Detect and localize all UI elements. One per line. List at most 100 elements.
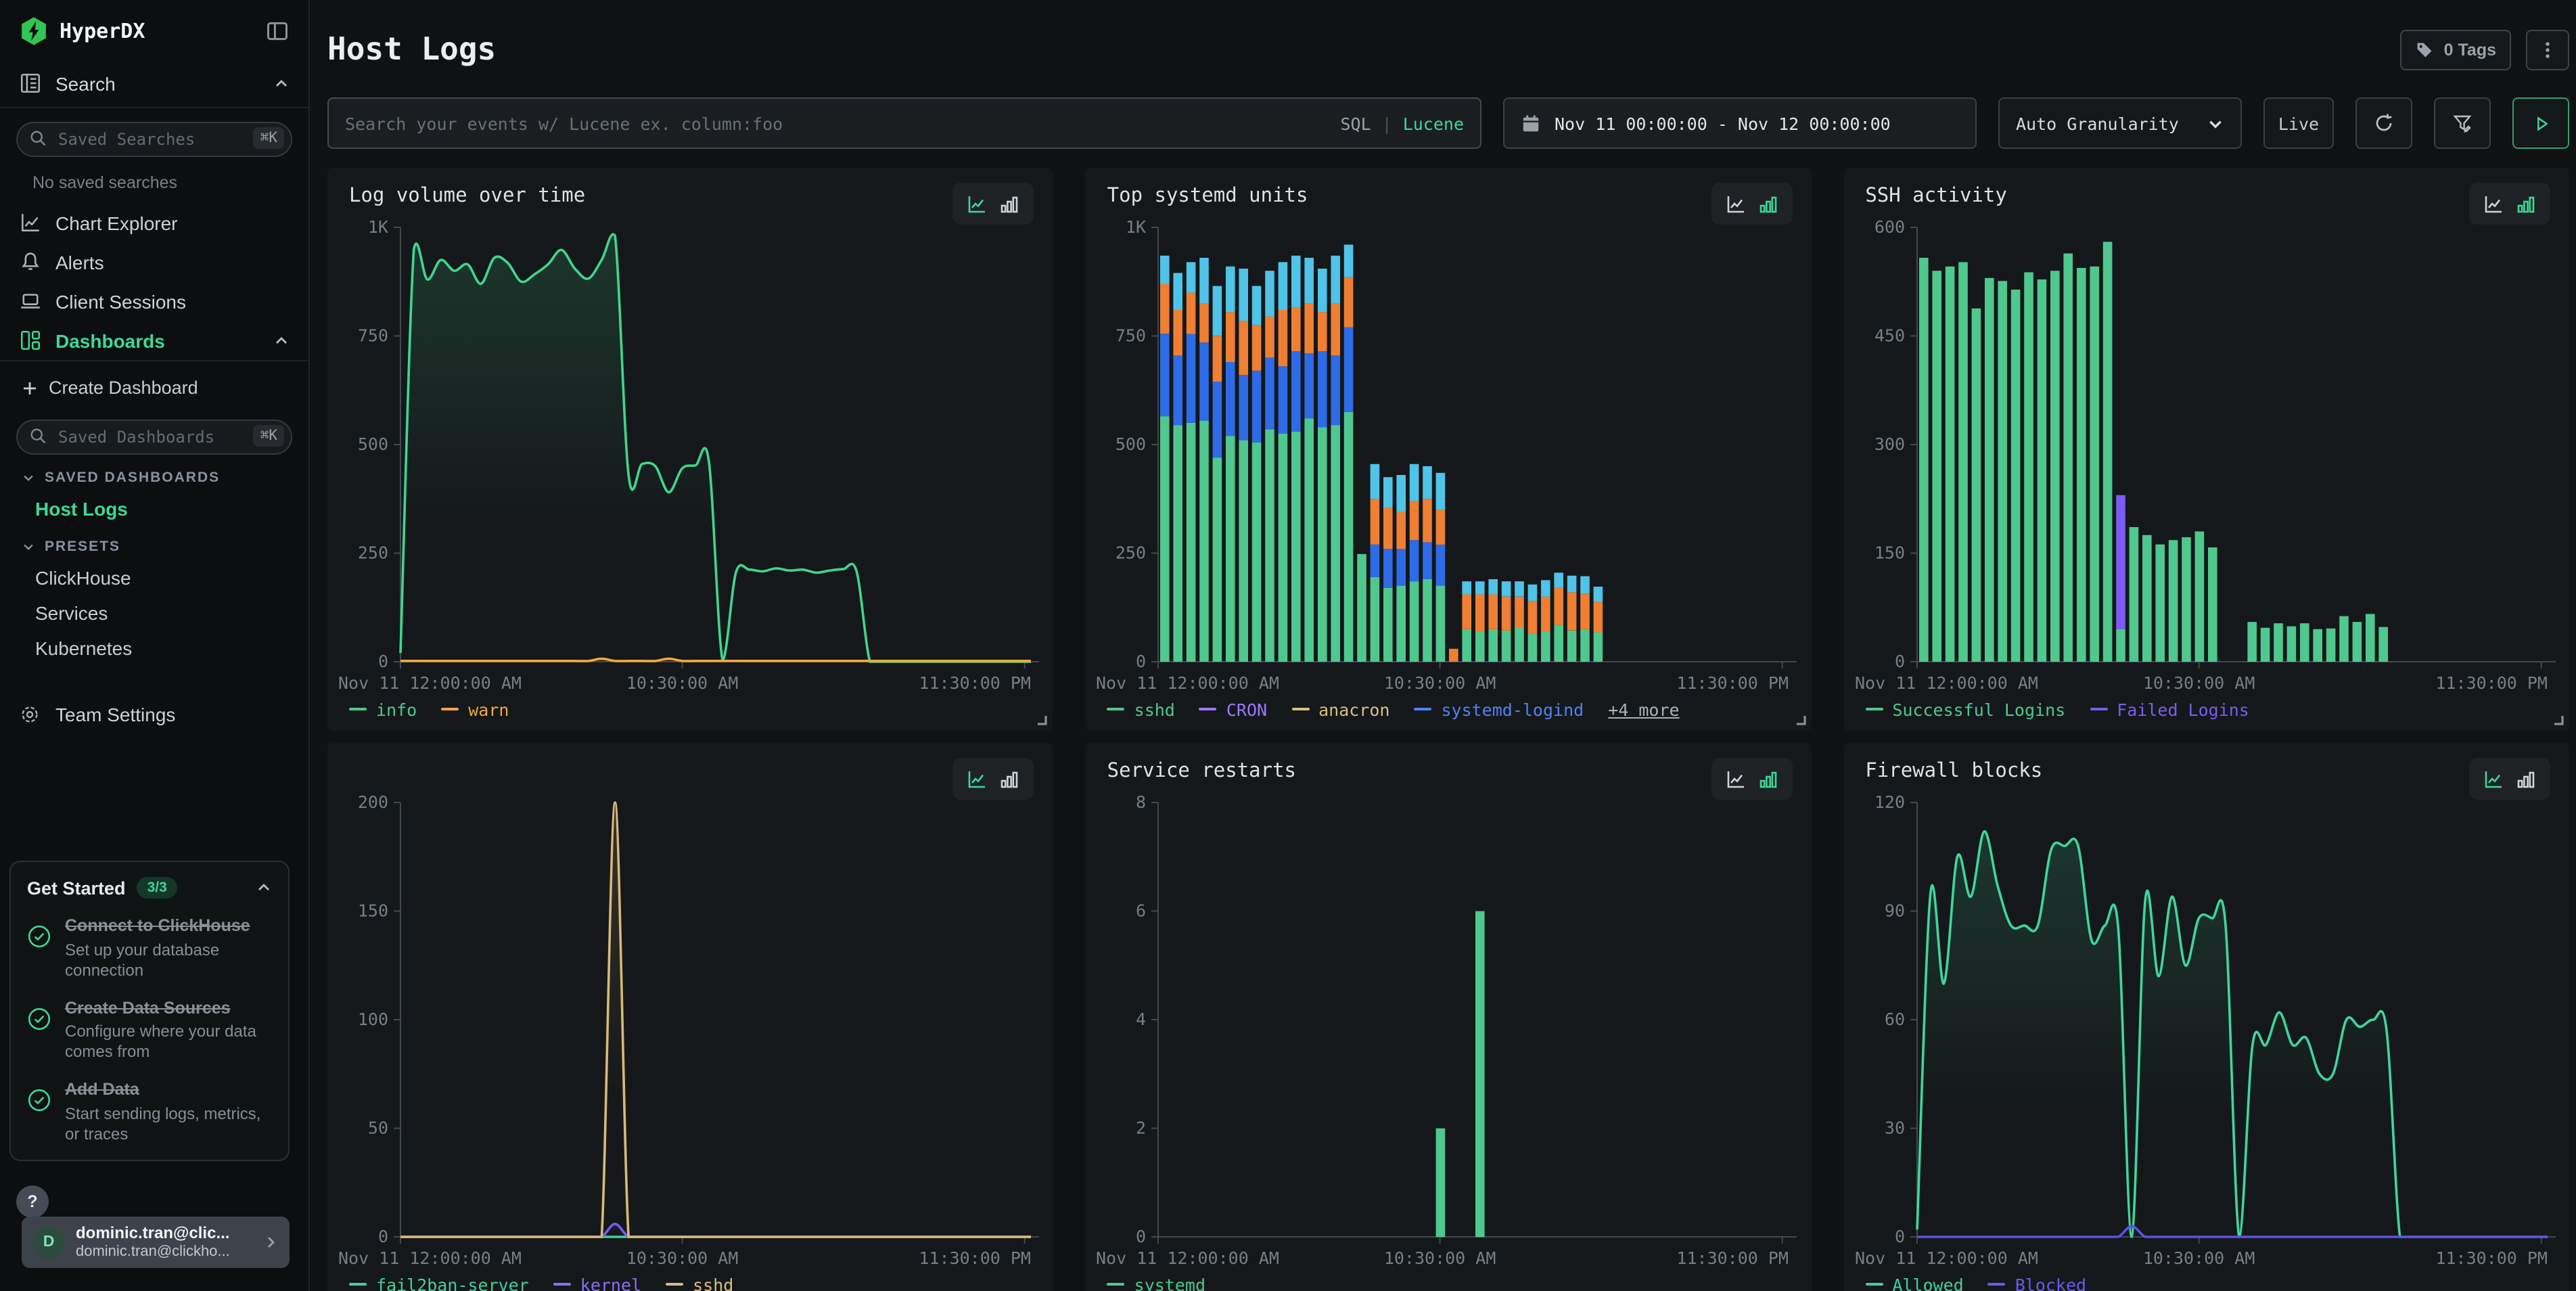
legend-item[interactable]: anacron <box>1291 699 1389 719</box>
filter-button[interactable] <box>2434 97 2491 149</box>
user-profile[interactable]: D dominic.tran@clic... dominic.tran@clic… <box>22 1217 290 1268</box>
svg-text:10:30:00 AM: 10:30:00 AM <box>1384 673 1496 693</box>
tags-button[interactable]: 0 Tags <box>2401 30 2511 70</box>
chart-plot[interactable]: 02505007501KNov 11 12:00:00 AM10:30:00 A… <box>338 214 1042 700</box>
legend-item[interactable]: Blocked <box>1988 1274 2086 1291</box>
svg-text:150: 150 <box>1874 543 1904 563</box>
legend-swatch <box>2090 708 2107 710</box>
sidebar-item-chart-explorer[interactable]: Chart Explorer <box>0 203 308 242</box>
collapse-sidebar-icon[interactable] <box>265 19 290 43</box>
get-started-progress-badge: 3/3 <box>137 877 178 899</box>
step-desc: Configure where your data comes from <box>65 1022 272 1063</box>
bar-chart-toggle-icon[interactable] <box>996 190 1024 217</box>
resize-handle-icon[interactable] <box>2552 713 2564 725</box>
sql-mode-button[interactable]: SQL <box>1340 113 1371 133</box>
legend-item[interactable]: sshd <box>1107 699 1175 719</box>
check-circle-icon <box>27 1089 51 1113</box>
legend-label: info <box>376 699 417 719</box>
create-dashboard-button[interactable]: Create Dashboard <box>0 369 308 406</box>
sidebar-item-dashboards[interactable]: Dashboards <box>0 321 308 360</box>
chevron-up-icon[interactable] <box>273 75 290 91</box>
bar-chart-toggle-icon[interactable] <box>1754 765 1781 792</box>
app-title: HyperDX <box>60 19 254 43</box>
lucene-mode-button[interactable]: Lucene <box>1403 113 1464 133</box>
dashboard-link-host-logs[interactable]: Host Logs <box>0 491 308 526</box>
sidebar-item-label: Search <box>55 72 116 94</box>
legend-more-link[interactable]: +4 more <box>1608 699 1679 719</box>
saved-searches-input[interactable] <box>16 122 292 157</box>
legend-swatch <box>1865 708 1883 710</box>
legend-item[interactable]: systemd-logind <box>1414 699 1584 719</box>
svg-text:250: 250 <box>358 543 388 563</box>
legend-item[interactable]: CRON <box>1199 699 1267 719</box>
run-query-button[interactable] <box>2512 97 2569 149</box>
line-chart-toggle-icon[interactable] <box>2480 765 2507 792</box>
get-started-step[interactable]: Connect to ClickHouse Set up your databa… <box>27 916 272 980</box>
group-saved-dashboards[interactable]: SAVED DASHBOARDS <box>0 457 308 491</box>
legend-label: fail2ban-server <box>376 1274 529 1291</box>
legend-item[interactable]: Allowed <box>1865 1274 1963 1291</box>
legend-item[interactable]: kernel <box>553 1274 641 1291</box>
legend-label: sshd <box>1134 699 1175 719</box>
sidebar-item-search[interactable]: Search <box>0 60 308 107</box>
granularity-select[interactable]: Auto Granularity <box>1998 97 2242 149</box>
chevron-up-icon[interactable] <box>273 332 290 348</box>
refresh-button[interactable] <box>2355 97 2412 149</box>
get-started-title: Get Started <box>27 878 126 898</box>
line-chart-toggle-icon[interactable] <box>2480 190 2507 217</box>
divider <box>0 360 308 361</box>
get-started-step[interactable]: Add Data Start sending logs, metrics, or… <box>27 1081 272 1145</box>
date-range-picker[interactable]: Nov 11 00:00:00 - Nov 12 00:00:00 <box>1503 97 1977 149</box>
svg-text:750: 750 <box>1116 326 1147 346</box>
line-chart-toggle-icon[interactable] <box>964 190 991 217</box>
chart-plot[interactable]: 02505007501KNov 11 12:00:00 AM10:30:00 A… <box>1097 214 1801 700</box>
line-chart-toggle-icon[interactable] <box>1722 765 1749 792</box>
chart-legend: info warn <box>349 696 509 723</box>
sidebar-item-alerts[interactable]: Alerts <box>0 242 308 281</box>
legend-item[interactable]: Failed Logins <box>2090 699 2249 719</box>
chart-plot[interactable]: 0150300450600Nov 11 12:00:00 AM10:30:00 … <box>1854 214 2558 700</box>
get-started-step[interactable]: Create Data Sources Configure where your… <box>27 998 272 1062</box>
resize-handle-icon[interactable] <box>1793 1288 1806 1291</box>
help-button[interactable]: ? <box>16 1185 49 1218</box>
preset-link-clickhouse[interactable]: ClickHouse <box>0 560 308 595</box>
svg-text:450: 450 <box>1874 326 1904 346</box>
live-button[interactable]: Live <box>2263 97 2334 149</box>
resize-handle-icon[interactable] <box>1036 713 1048 725</box>
legend-item[interactable]: systemd <box>1107 1274 1205 1291</box>
create-dashboard-label: Create Dashboard <box>49 378 198 398</box>
resize-handle-icon[interactable] <box>1036 1288 1048 1291</box>
sidebar-item-client-sessions[interactable]: Client Sessions <box>0 281 308 321</box>
step-desc: Start sending logs, metrics, or traces <box>65 1104 272 1145</box>
bar-chart-toggle-icon[interactable] <box>996 765 1024 792</box>
event-search-input[interactable] <box>345 113 1340 133</box>
chart-plot[interactable]: 02468Nov 11 12:00:00 AM10:30:00 AM11:30:… <box>1097 789 1801 1275</box>
preset-link-kubernetes[interactable]: Kubernetes <box>0 631 308 666</box>
legend-item[interactable]: info <box>349 699 417 719</box>
line-chart-toggle-icon[interactable] <box>1722 190 1749 217</box>
chevron-up-icon[interactable] <box>256 880 272 896</box>
chart-plot[interactable]: 050100150200Nov 11 12:00:00 AM10:30:00 A… <box>338 789 1042 1275</box>
resize-handle-icon[interactable] <box>2552 1288 2564 1291</box>
date-range-value: Nov 11 00:00:00 - Nov 12 00:00:00 <box>1555 113 1891 133</box>
legend-item[interactable]: Successful Logins <box>1865 699 2065 719</box>
sidebar-item-team-settings[interactable]: Team Settings <box>0 696 308 733</box>
legend-item[interactable]: warn <box>441 699 509 719</box>
preset-link-services[interactable]: Services <box>0 595 308 631</box>
search-icon <box>28 129 47 154</box>
bar-chart-toggle-icon[interactable] <box>2512 190 2539 217</box>
profile-email: dominic.tran@clickho... <box>76 1243 252 1260</box>
legend-swatch <box>1107 1283 1125 1286</box>
bar-chart-toggle-icon[interactable] <box>2512 765 2539 792</box>
line-chart-toggle-icon[interactable] <box>964 765 991 792</box>
chart-plot[interactable]: 0306090120Nov 11 12:00:00 AM10:30:00 AM1… <box>1854 789 2558 1275</box>
svg-text:Nov 11 12:00:00 AM: Nov 11 12:00:00 AM <box>1097 1248 1280 1268</box>
more-menu-button[interactable] <box>2526 30 2569 70</box>
legend-item[interactable]: fail2ban-server <box>349 1274 529 1291</box>
svg-text:50: 50 <box>368 1118 388 1138</box>
group-presets[interactable]: PRESETS <box>0 526 308 560</box>
resize-handle-icon[interactable] <box>1793 713 1806 725</box>
bar-chart-toggle-icon[interactable] <box>1754 190 1781 217</box>
saved-dashboards-input[interactable] <box>16 420 292 455</box>
legend-item[interactable]: sshd <box>666 1274 733 1291</box>
